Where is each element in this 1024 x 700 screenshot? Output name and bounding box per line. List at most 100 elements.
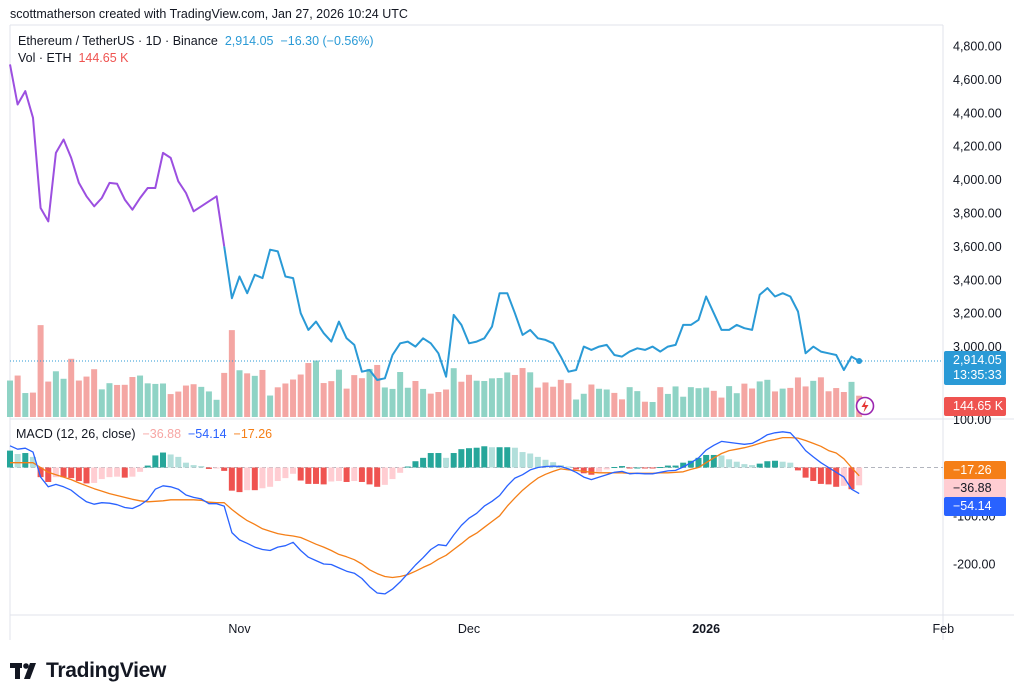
volume-bar <box>251 375 258 417</box>
volume-bar <box>91 369 98 417</box>
volume-bar <box>749 388 756 417</box>
volume-bar <box>680 396 687 417</box>
volume-bar <box>588 384 595 417</box>
volume-bar <box>98 389 105 417</box>
price-change-value: −16.30 (−0.56%) <box>280 34 374 48</box>
volume-bar <box>565 383 572 417</box>
volume-bar <box>718 397 725 417</box>
macd-histogram-bar <box>488 447 495 468</box>
macd-histogram-bar <box>351 467 358 482</box>
volume-bar <box>802 386 809 417</box>
price-tick-label: 3,200.00 <box>953 307 1002 321</box>
volume-bar <box>726 386 733 417</box>
volume-bar <box>641 401 648 417</box>
volume-bar <box>420 388 427 417</box>
tradingview-logo[interactable]: TradingView <box>10 659 166 683</box>
macd-histogram-bar <box>259 467 266 489</box>
volume-bar <box>703 387 710 417</box>
macd-histogram-bar <box>772 460 778 468</box>
volume-bar <box>68 358 75 417</box>
volume-bar <box>305 363 312 417</box>
volume-bar <box>267 395 274 417</box>
macd-histogram-bar <box>358 467 365 482</box>
price-tick-label: 4,200.00 <box>953 140 1002 154</box>
signal-label-bg <box>944 461 1006 480</box>
macd-histogram-bar <box>366 467 373 485</box>
macd-histogram-bar <box>596 467 603 472</box>
last-price-label-text: 2,914.05 <box>953 353 1002 367</box>
volume-bar <box>228 330 235 417</box>
symbol-title[interactable]: Ethereum / TetherUS · 1D · Binance <box>18 34 218 48</box>
volume-bar <box>213 399 220 417</box>
volume-bar <box>481 380 488 417</box>
macd-histogram-bar <box>175 456 182 468</box>
macd-histogram-bar <box>221 467 228 471</box>
macd-histogram-bar <box>626 467 633 469</box>
volume-bar <box>580 393 587 417</box>
volume-bar <box>198 386 205 417</box>
volume-bar <box>573 399 580 417</box>
price-tick-label: 3,800.00 <box>953 207 1002 221</box>
volume-bar <box>848 381 855 417</box>
macd-histogram-bar <box>443 457 450 468</box>
macd-histogram-bar <box>825 467 832 485</box>
macd-histogram-bar <box>833 467 840 487</box>
tradingview-logo-text: TradingView <box>46 659 167 682</box>
volume-bar <box>741 383 748 417</box>
volume-label-bg <box>944 397 1006 416</box>
volume-bar <box>335 369 342 417</box>
volume-bar <box>37 325 44 417</box>
volume-bar <box>121 384 128 417</box>
volume-label: 144.65 K <box>944 397 1006 416</box>
macd-histogram-bar <box>274 467 281 482</box>
macd-histogram-bar <box>68 467 75 479</box>
signal-label-text: −17.26 <box>953 463 992 477</box>
last-price-label-text: 13:35:33 <box>953 368 1002 382</box>
volume-bar <box>488 378 495 417</box>
macd-histogram-bar <box>741 464 748 468</box>
volume-bar <box>328 381 335 417</box>
volume-bar <box>833 388 840 417</box>
price-line-early <box>9 64 226 247</box>
macd-histogram-bar <box>664 465 671 468</box>
macd-histogram-bar <box>236 467 243 493</box>
macd-histogram-bar <box>381 467 388 485</box>
replay-icon[interactable] <box>855 396 875 416</box>
volume-bar <box>83 376 90 417</box>
volume-bar <box>389 388 396 417</box>
macd-histogram-bar <box>565 466 572 468</box>
volume-bar <box>351 375 358 417</box>
macd-histogram-bar <box>649 467 656 469</box>
volume-bar <box>358 378 365 417</box>
volume-bar <box>282 383 289 417</box>
macd-line-value: −54.14 <box>187 427 227 441</box>
macd-histogram-bar <box>504 447 511 468</box>
macd-histogram-bar <box>389 467 396 480</box>
volume-bar <box>374 364 381 417</box>
macd-histogram-bar <box>167 454 174 468</box>
macd-label-bg <box>944 497 1006 516</box>
macd-histogram-bar <box>213 467 220 469</box>
volume-bar <box>404 387 411 417</box>
volume-bar <box>527 372 534 417</box>
volume-bar <box>443 389 450 417</box>
macd-tick-label: 100.00 <box>953 413 991 427</box>
price-tick-label: 4,000.00 <box>953 173 1002 187</box>
axes: 4,800.00 4,600.00 4,400.00 4,200.00 4,000.00… <box>228 40 1001 637</box>
volume-title[interactable]: Vol · ETH <box>18 51 72 65</box>
volume-bar <box>14 375 21 417</box>
volume-bar <box>458 381 465 417</box>
macd-histogram-bar <box>695 457 702 468</box>
macd-histogram-bar <box>37 467 44 478</box>
macd-histogram-bar <box>672 465 679 468</box>
macd-histogram <box>7 446 863 493</box>
macd-histogram-bar <box>412 461 419 468</box>
macd-title[interactable]: MACD (12, 26, close) <box>16 427 136 441</box>
macd-histogram-bar <box>680 462 687 468</box>
macd-histogram-bar <box>779 461 786 468</box>
macd-histogram-bar <box>60 467 67 478</box>
volume-bar <box>160 383 166 417</box>
price-tick-label: 4,400.00 <box>953 106 1002 120</box>
macd-histogram-bar <box>335 467 342 482</box>
volume-bar <box>366 368 373 417</box>
